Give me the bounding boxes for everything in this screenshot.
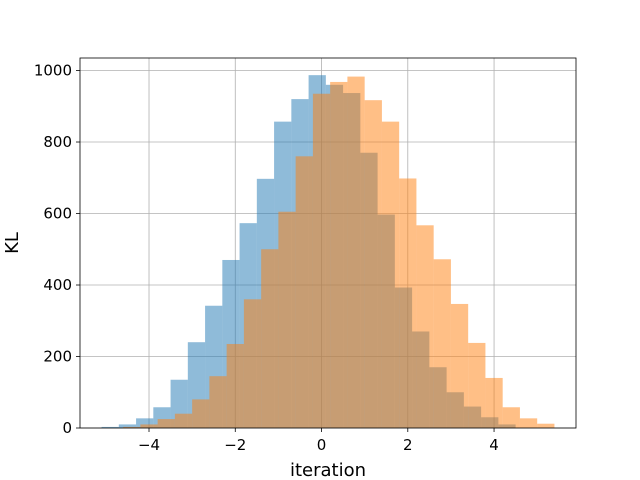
histogram-bar-series-2 (312, 93, 331, 429)
histogram-bar-series-2 (174, 413, 193, 428)
histogram-bar-series-2 (537, 423, 555, 428)
histogram-bar-series-1 (118, 424, 137, 428)
y-tick-label: 200 (43, 348, 72, 366)
y-tick-label: 0 (62, 419, 72, 437)
x-tick-label: −2 (224, 436, 246, 454)
histogram-bar-series-2 (347, 76, 365, 429)
histogram-bar-series-1 (136, 418, 154, 428)
histogram-bar-series-2 (243, 299, 262, 428)
histogram-bar-series-2 (416, 225, 434, 428)
histogram-bar-series-2 (261, 249, 279, 428)
x-tick-label: 4 (489, 436, 499, 454)
y-tick-label: 1000 (34, 62, 72, 80)
histogram-bar-series-2 (295, 156, 313, 428)
histogram-bar-series-2 (226, 343, 244, 428)
histogram-bar-series-2 (381, 121, 400, 429)
y-tick-label: 400 (43, 276, 72, 294)
histogram-bar-series-2 (209, 376, 227, 428)
histogram-bar-series-1 (101, 426, 119, 428)
bars (101, 75, 555, 429)
histogram-bar-series-2 (330, 81, 348, 428)
x-tick-label: 2 (403, 436, 413, 454)
x-tick-label: 0 (317, 436, 327, 454)
histogram-bar-series-2 (519, 418, 538, 428)
y-axis-label: KL (2, 232, 23, 254)
histogram-bar-series-2 (468, 342, 486, 428)
histogram-bar-series-2 (399, 178, 417, 428)
plot-frame (79, 57, 577, 429)
histogram-bar-series-2 (157, 419, 175, 428)
ticks: −4 −2 0 2 4 0 200 400 600 800 1000 (34, 62, 499, 454)
histogram-bar-series-2 (123, 426, 141, 428)
histogram-bar-series-2 (433, 259, 451, 428)
histogram-bar-series-2 (450, 303, 469, 428)
x-tick-label: −4 (138, 436, 160, 454)
histogram-bar-series-2 (140, 424, 158, 428)
histogram-bar-series-2 (192, 399, 210, 428)
histogram-bar-series-2 (278, 211, 296, 428)
histogram-bar-series-2 (364, 100, 382, 428)
histogram-bar-series-2 (485, 377, 503, 428)
histogram-bar-series-2 (502, 407, 520, 428)
x-axis-label: iteration (290, 460, 366, 480)
y-tick-label: 600 (43, 205, 72, 223)
y-tick-label: 800 (43, 133, 72, 151)
